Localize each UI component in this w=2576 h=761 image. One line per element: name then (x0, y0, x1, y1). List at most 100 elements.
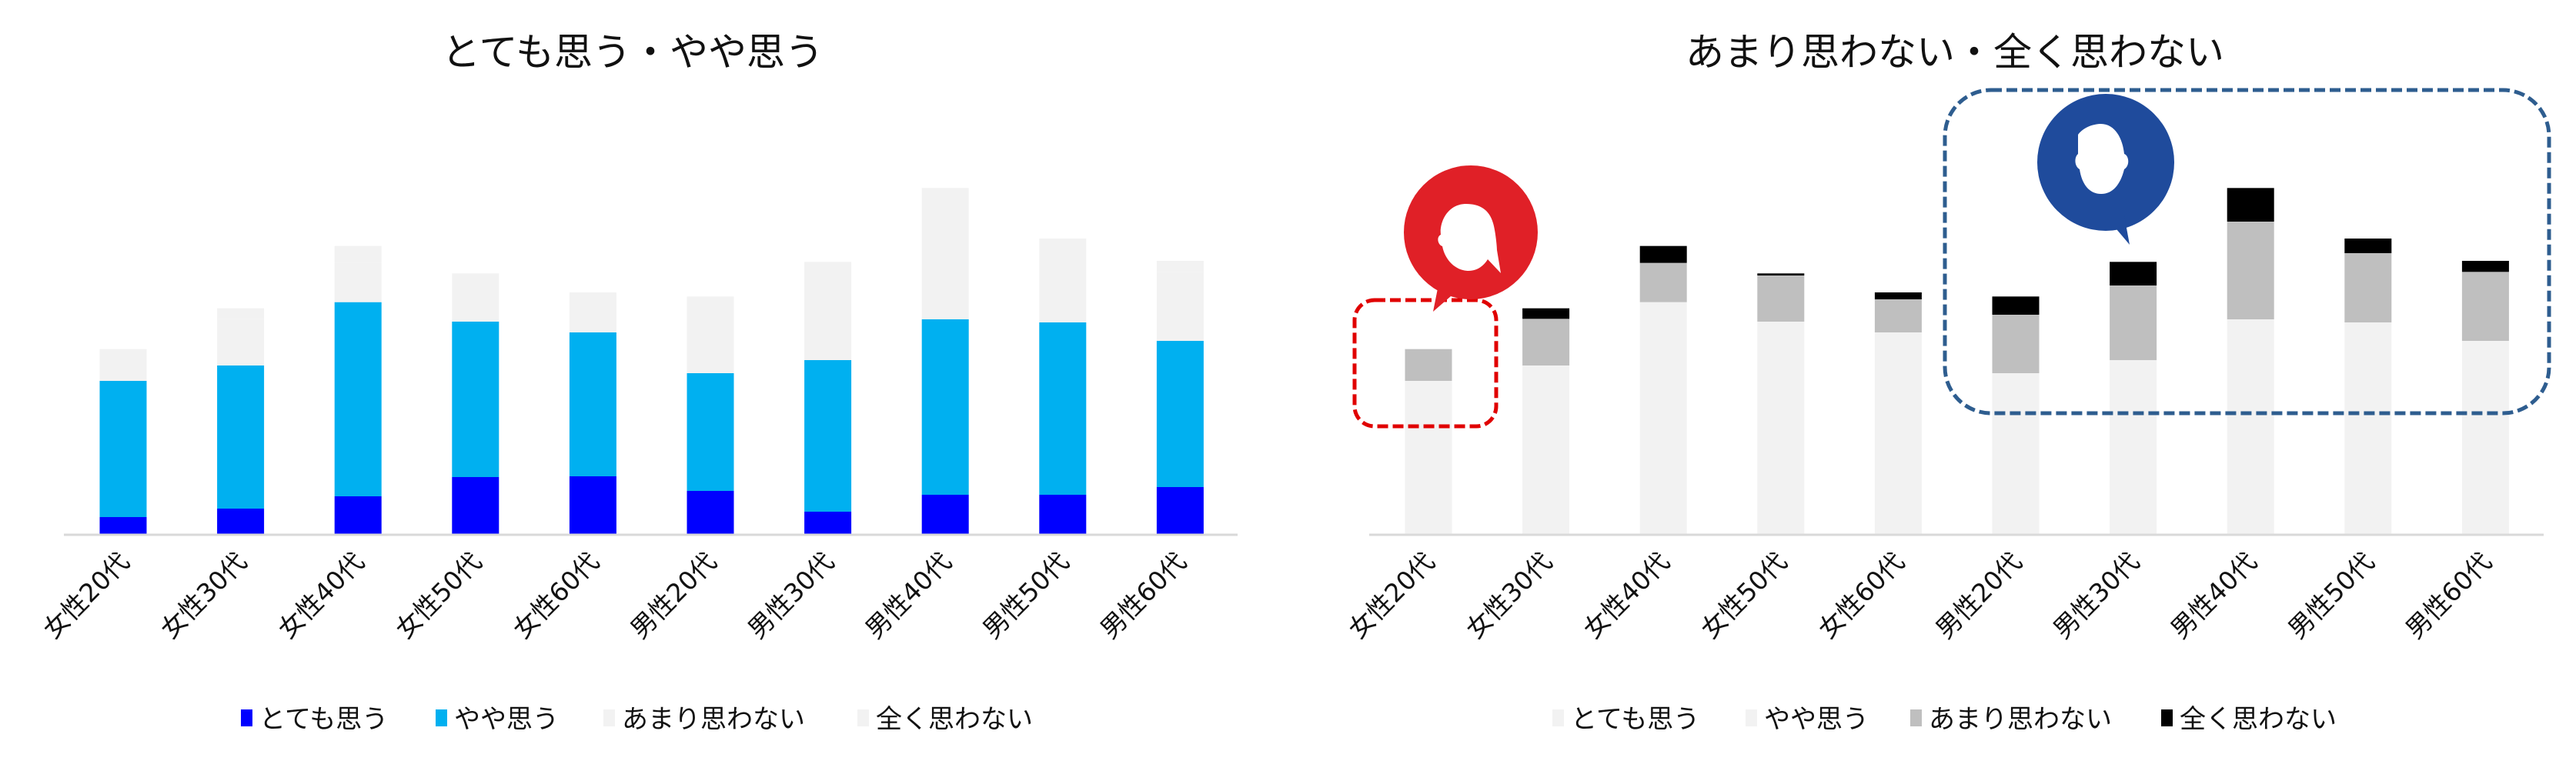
annotations (1352, 88, 2551, 429)
bar-segment-2-男性30代 (2110, 360, 2157, 512)
bar-segment-3-女性60代 (569, 299, 616, 332)
bar-segment-2-女性40代 (334, 302, 382, 496)
bar-segment-4-男性20代 (687, 296, 734, 315)
legend-item: とても思う (1552, 704, 1699, 735)
x-tick-label: 男性20代 (624, 546, 722, 644)
bar-segment-3-男性30代 (2110, 285, 2157, 360)
bar-segment-3-男性30代 (804, 285, 852, 360)
bar-segment-3-女性40代 (1639, 262, 1687, 302)
bar-segment-1-男性50代 (1039, 495, 1087, 534)
legend-swatch (241, 709, 252, 726)
bar-segment-1-男性30代 (804, 512, 852, 534)
legend: とても思う やや思う あまり思わない 全く思わない (1552, 704, 2337, 735)
bar-segment-1-女性50代 (1757, 477, 1805, 534)
bar-segment-2-女性60代 (569, 332, 616, 476)
bar-segment-4-女性60代 (1874, 292, 1922, 299)
bar-segment-1-女性30代 (1522, 509, 1570, 534)
bar-segment-1-女性30代 (217, 509, 265, 534)
bar-segment-1-女性20代 (1405, 517, 1452, 534)
x-tick-label: 男性40代 (2165, 546, 2263, 644)
bar-segment-3-男性20代 (687, 315, 734, 373)
bar-segment-2-女性30代 (1522, 365, 1570, 509)
female-highlight-box (1352, 298, 1498, 429)
bar-segment-4-男性50代 (1039, 239, 1087, 253)
bar-segment-3-男性50代 (2344, 253, 2392, 322)
chart-title: とても思う・やや思う (442, 30, 824, 75)
bar-segment-3-男性60代 (2461, 272, 2509, 341)
x-tick-label: 男性50代 (2282, 546, 2380, 644)
bar-segment-4-男性30代 (2110, 262, 2157, 285)
legend-swatch (436, 709, 447, 726)
x-tick-label: 女性30代 (1460, 546, 1558, 644)
bar-segment-1-男性20代 (687, 491, 734, 534)
bar-segment-3-女性30代 (217, 319, 265, 365)
bar-segment-2-男性50代 (2344, 322, 2392, 495)
x-tick-label: 男性40代 (860, 546, 957, 644)
bar-segment-2-男性20代 (687, 373, 734, 491)
x-tick-label: 女性20代 (1342, 546, 1440, 644)
bar-segment-1-男性40代 (921, 495, 969, 534)
bar-segment-1-女性60代 (569, 476, 616, 534)
legend-label: やや思う (1764, 704, 1869, 735)
x-tick-label: 女性50代 (389, 546, 487, 644)
bar-segment-3-男性60代 (1156, 272, 1204, 341)
bar-segment-3-女性50代 (452, 275, 499, 322)
legend-swatch (603, 709, 615, 726)
bar-segment-3-女性30代 (1522, 319, 1570, 365)
bar-segment-2-男性20代 (1992, 373, 2040, 491)
bar-segment-1-女性40代 (1639, 496, 1687, 534)
bar-segment-4-男性50代 (2344, 239, 2392, 253)
bars (1405, 188, 2509, 534)
bar-segment-2-男性40代 (2227, 319, 2274, 495)
bar-segment-3-男性40代 (2227, 222, 2274, 319)
legend-swatch (857, 709, 869, 726)
bar-segment-3-女性40代 (334, 262, 382, 302)
legend-item: やや思う (1746, 704, 1869, 735)
bar-segment-3-男性50代 (1039, 253, 1087, 322)
bar-segment-3-女性20代 (1405, 349, 1452, 381)
legend-item: あまり思わない (603, 704, 805, 735)
legend-swatch (1552, 709, 1564, 726)
x-tick-label: 男性50代 (977, 546, 1074, 644)
x-tick-label: 男性20代 (1929, 546, 2027, 644)
bar-segment-1-女性40代 (334, 496, 382, 534)
bar-segment-1-男性50代 (2344, 495, 2392, 534)
bar-segment-1-男性40代 (2227, 495, 2274, 534)
bar-segment-4-男性20代 (1992, 296, 2040, 315)
x-tick-label: 女性30代 (155, 546, 252, 644)
bars (99, 188, 1204, 534)
bar-segment-2-男性50代 (1039, 322, 1087, 495)
x-tick-label: 女性40代 (1578, 546, 1676, 644)
x-tick-label: 男性60代 (1094, 546, 1192, 644)
chart-title: あまり思わない・全く思わない (1686, 30, 2224, 75)
bar-segment-2-女性60代 (1874, 332, 1922, 476)
x-tick-label: 女性20代 (37, 546, 135, 644)
bar-segment-3-男性40代 (921, 222, 969, 319)
legend-item: とても思う (241, 704, 388, 735)
legend-label: あまり思わない (1929, 704, 2112, 735)
legend-swatch (1746, 709, 1757, 726)
chart-positive: とても思う・やや思う 女性20代 女性30代 女性40代 女性50代 女性60代 男性20… (37, 30, 1238, 735)
bar-segment-3-女性60代 (1874, 299, 1922, 332)
bar-segment-4-男性30代 (804, 262, 852, 285)
bar-segment-3-女性20代 (99, 349, 147, 381)
bar-segment-4-女性40代 (1639, 245, 1687, 263)
bar-segment-2-女性50代 (452, 322, 499, 477)
legend-label: とても思う (1571, 704, 1699, 735)
x-tick-label: 女性40代 (272, 546, 370, 644)
x-tick-label: 女性60代 (1813, 546, 1910, 644)
bar-segment-2-女性20代 (99, 381, 147, 517)
legend-swatch (1910, 709, 1922, 726)
bar-segment-1-女性20代 (99, 517, 147, 534)
bar-segment-1-男性60代 (2461, 487, 2509, 534)
bar-segment-2-男性30代 (804, 360, 852, 512)
legend-item: あまり思わない (1910, 704, 2112, 735)
x-tick-label: 男性60代 (2400, 546, 2497, 644)
bar-segment-4-女性40代 (334, 245, 382, 263)
bar-segment-1-女性60代 (1874, 476, 1922, 534)
bar-segment-1-男性30代 (2110, 512, 2157, 534)
male-highlight-box (1943, 88, 2551, 416)
bar-segment-2-男性40代 (921, 319, 969, 495)
bar-segment-2-女性20代 (1405, 381, 1452, 517)
